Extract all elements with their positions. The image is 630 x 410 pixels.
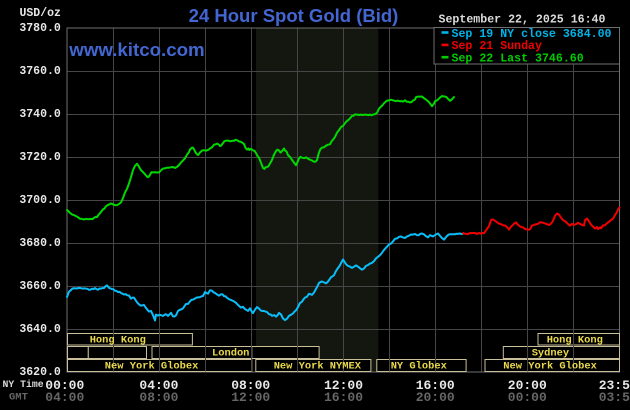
svg-text:3620.0: 3620.0: [19, 366, 61, 379]
svg-text:Hong Kong: Hong Kong: [90, 335, 146, 347]
svg-text:GMT: GMT: [9, 392, 28, 404]
svg-text:12:00: 12:00: [324, 378, 363, 393]
svg-text:www.kitco.com: www.kitco.com: [68, 39, 204, 60]
svg-text:12:00: 12:00: [231, 390, 270, 405]
svg-text:16:00: 16:00: [324, 390, 363, 405]
svg-text:New York Globex: New York Globex: [105, 361, 199, 373]
svg-text:08:00: 08:00: [231, 378, 270, 393]
svg-text:Sydney: Sydney: [532, 348, 570, 360]
svg-text:NY Globex: NY Globex: [391, 361, 447, 373]
svg-text:September 22, 2025 16:40: September 22, 2025 16:40: [439, 13, 606, 26]
svg-text:3720.0: 3720.0: [19, 151, 61, 164]
svg-text:Sep 22 Last 3746.60: Sep 22 Last 3746.60: [452, 53, 584, 66]
svg-text:08:00: 08:00: [139, 390, 178, 405]
svg-text:3640.0: 3640.0: [19, 323, 61, 336]
svg-text:USD/oz: USD/oz: [20, 7, 62, 20]
svg-text:New York Globex: New York Globex: [503, 361, 597, 373]
svg-text:00:00: 00:00: [45, 378, 84, 393]
svg-text:20:00: 20:00: [508, 378, 547, 393]
svg-text:16:00: 16:00: [416, 378, 455, 393]
svg-text:24 Hour Spot Gold (Bid): 24 Hour Spot Gold (Bid): [189, 5, 399, 26]
svg-text:04:00: 04:00: [139, 378, 178, 393]
svg-text:Sep 19 NY close 3684.00: Sep 19 NY close 3684.00: [452, 28, 612, 41]
svg-text:04:00: 04:00: [45, 390, 84, 405]
svg-text:New York NYMEX: New York NYMEX: [274, 361, 362, 373]
svg-text:3740.0: 3740.0: [19, 108, 61, 121]
svg-text:03:59: 03:59: [599, 390, 630, 405]
svg-text:23:59: 23:59: [599, 378, 630, 393]
svg-text:3680.0: 3680.0: [19, 237, 61, 250]
svg-text:20:00: 20:00: [416, 390, 455, 405]
svg-text:00:00: 00:00: [508, 390, 547, 405]
svg-text:3780.0: 3780.0: [19, 22, 61, 35]
svg-text:Sep 21 Sunday: Sep 21 Sunday: [452, 40, 542, 53]
svg-text:3700.0: 3700.0: [19, 194, 61, 207]
svg-text:3760.0: 3760.0: [19, 65, 61, 78]
svg-text:Hong Kong: Hong Kong: [547, 335, 603, 347]
svg-text:London: London: [212, 348, 249, 360]
svg-text:NY Time: NY Time: [3, 379, 44, 390]
svg-text:3660.0: 3660.0: [19, 280, 61, 293]
